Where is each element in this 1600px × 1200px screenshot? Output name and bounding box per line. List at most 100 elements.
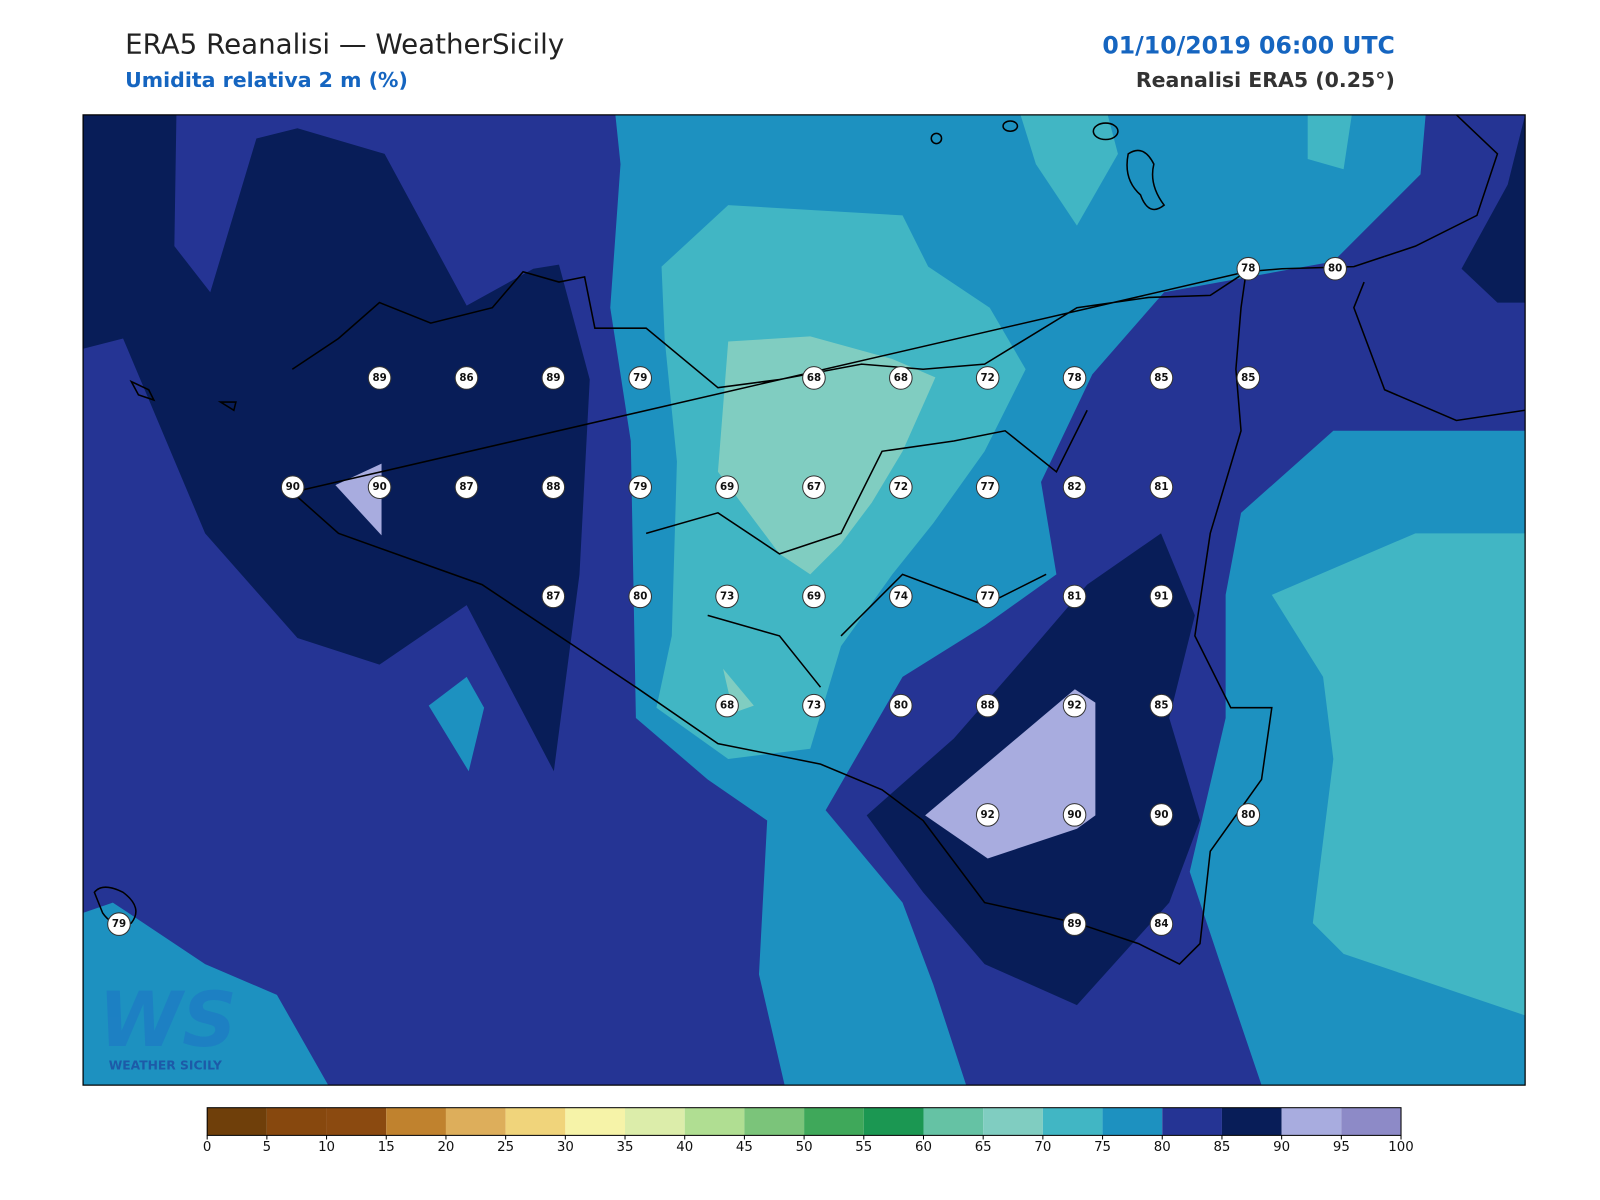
map: 78 80 89 86 89 79 68 68 72 78 85 85 90 90 87 88 79 69 67 72…	[83, 114, 1526, 1086]
station-value: 88	[546, 481, 560, 493]
station-marker	[1062, 803, 1087, 827]
colorbar-tick-label: 55	[855, 1140, 872, 1155]
colorbar-swatch	[1221, 1107, 1282, 1136]
station-marker	[367, 366, 392, 390]
station-marker	[1149, 912, 1174, 936]
station-marker	[1236, 256, 1261, 281]
contour-fill	[925, 689, 1096, 859]
colorbar-tick-label: 25	[497, 1140, 514, 1155]
station-value: 79	[633, 372, 647, 384]
station-value: 77	[981, 481, 995, 493]
station-marker	[454, 366, 479, 390]
colorbar-swatch	[565, 1107, 626, 1136]
colorbar-tick-label: 95	[1333, 1140, 1350, 1155]
station-marker	[628, 366, 653, 390]
colorbar-swatch	[804, 1107, 864, 1136]
station-value: 90	[372, 481, 386, 493]
station-marker	[889, 475, 913, 499]
station-value: 68	[894, 372, 908, 384]
station-value: 88	[981, 700, 995, 712]
station-value: 85	[1154, 372, 1168, 384]
station-marker	[1323, 256, 1347, 281]
colorbar-tick-label: 90	[1273, 1140, 1290, 1155]
station-marker	[889, 366, 913, 390]
station-marker	[107, 912, 131, 936]
station-value: 67	[807, 481, 821, 493]
station-value: 85	[1154, 700, 1168, 712]
contour-fill	[717, 336, 936, 575]
colorbar-swatch	[1102, 1107, 1163, 1136]
colorbar-swatch	[1281, 1107, 1342, 1136]
colorbar-tick-label: 10	[318, 1140, 335, 1155]
station-value: 80	[894, 700, 908, 712]
station-marker	[628, 584, 653, 609]
station-marker	[889, 584, 913, 609]
station-value: 72	[981, 372, 995, 384]
station-value: 68	[807, 372, 821, 384]
station-marker	[802, 693, 826, 718]
colorbar-swatch	[386, 1107, 446, 1136]
station-marker	[975, 584, 1000, 609]
station-value: 92	[981, 809, 995, 821]
colorbar-tick-label: 40	[676, 1140, 693, 1155]
station-marker	[541, 475, 566, 499]
colorbar-tick-label: 75	[1094, 1140, 1111, 1155]
contour-fill	[83, 902, 329, 1086]
coastline	[93, 114, 1526, 966]
logo-name: WEATHER SICILY	[109, 1059, 223, 1073]
logo-letters: WS	[98, 976, 236, 1064]
contour-fill	[1461, 114, 1526, 303]
contour-fill	[428, 676, 485, 772]
station-marker	[628, 475, 653, 499]
station-marker	[280, 475, 305, 499]
stations: 78 80 89 86 89 79 68 68 72 78 85 85 90 90 87 88 79 69 67 72…	[107, 256, 1347, 936]
station-marker	[1149, 803, 1174, 827]
station-marker	[1062, 912, 1087, 936]
station-value: 78	[1241, 263, 1255, 275]
colorbar-tick-label: 0	[203, 1140, 211, 1155]
station-marker	[975, 693, 1000, 718]
station-marker	[975, 475, 1000, 499]
colorbar-tick-label: 30	[557, 1140, 574, 1155]
subtitle: Umidita relativa 2 m (%)	[125, 68, 408, 92]
colorbar-swatch	[266, 1107, 327, 1136]
colorbar-swatch	[326, 1107, 387, 1136]
colorbar: 0 5 10 15 20 25 30 35 40 45 50 55 60 65 70 75 80 85 90 95 10…	[203, 1107, 1414, 1155]
station-marker	[715, 584, 739, 609]
colorbar-swatch	[684, 1107, 745, 1136]
station-value: 89	[372, 372, 386, 384]
contour-fill	[1307, 114, 1352, 170]
station-marker	[975, 366, 1000, 390]
station-value: 69	[720, 481, 734, 493]
colorbar-swatch	[863, 1107, 924, 1136]
colorbar-tick-label: 65	[975, 1140, 992, 1155]
colorbar-tick-label: 45	[736, 1140, 753, 1155]
colorbar-tick-label: 80	[1154, 1140, 1171, 1155]
station-marker	[1236, 803, 1261, 827]
station-marker	[1062, 693, 1087, 718]
colorbar-tick-label: 5	[263, 1140, 271, 1155]
station-marker	[715, 693, 739, 718]
contour-fill	[83, 114, 590, 772]
station-marker	[715, 475, 739, 499]
station-value: 68	[720, 700, 734, 712]
station-value: 80	[1241, 809, 1255, 821]
station-value: 87	[546, 590, 560, 602]
station-value: 81	[1154, 481, 1168, 493]
station-marker	[975, 803, 1000, 827]
station-marker	[367, 475, 392, 499]
station-value: 90	[1067, 809, 1081, 821]
contour-fill	[1020, 114, 1118, 226]
station-marker	[454, 475, 479, 499]
station-value: 86	[459, 372, 473, 384]
station-marker	[802, 475, 826, 499]
colorbar-swatch	[1162, 1107, 1222, 1136]
colorbar-tick-label: 20	[437, 1140, 454, 1155]
title: ERA5 Reanalisi — WeatherSicily	[125, 27, 564, 60]
colorbar-tick-label: 60	[915, 1140, 932, 1155]
station-value: 72	[894, 481, 908, 493]
logo: WS WEATHER SICILY	[98, 976, 236, 1073]
colorbar-swatch	[505, 1107, 566, 1136]
station-marker	[1149, 693, 1174, 718]
